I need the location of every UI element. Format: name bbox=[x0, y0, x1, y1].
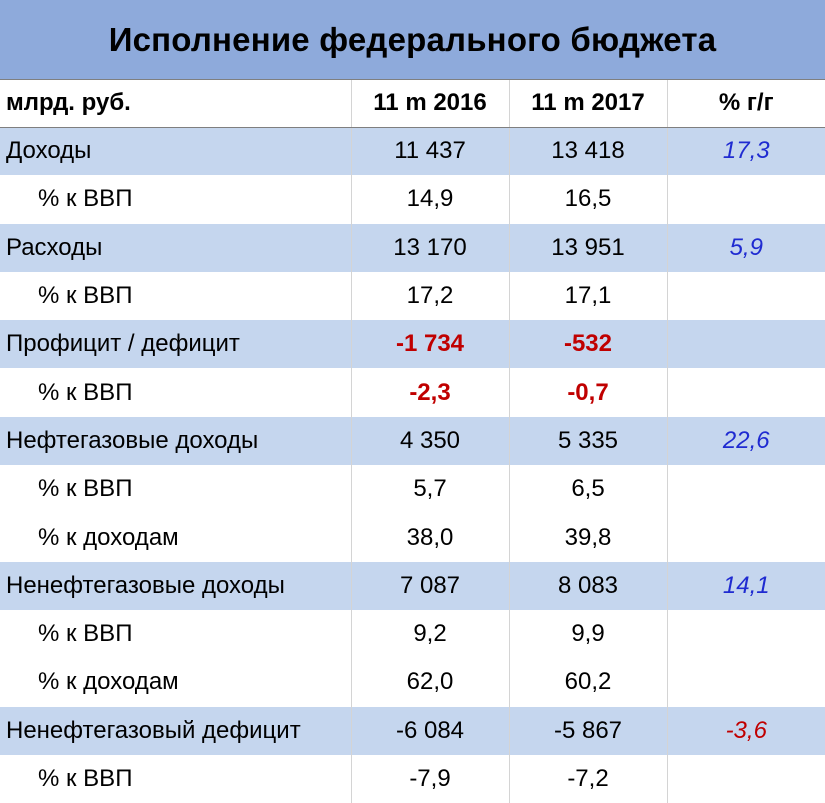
table-row: Ненефтегазовые доходы 7 087 8 083 14,1 bbox=[0, 561, 825, 610]
value-2017: -0,7 bbox=[508, 368, 667, 417]
value-yoy bbox=[666, 609, 825, 659]
value-2017: 8 083 bbox=[508, 561, 667, 610]
table-row: % к ВВП 14,9 16,5 bbox=[0, 175, 825, 224]
value-yoy: 5,9 bbox=[666, 223, 825, 272]
value-2017: 6,5 bbox=[508, 465, 667, 514]
value-2016: 38,0 bbox=[350, 513, 509, 562]
header-unit: млрд. руб. bbox=[0, 80, 351, 128]
value-2017: 16,5 bbox=[508, 175, 667, 224]
value-yoy: 14,1 bbox=[666, 561, 825, 610]
value-2016: 4 350 bbox=[350, 416, 509, 466]
value-2016: -6 084 bbox=[350, 706, 509, 755]
value-yoy: 17,3 bbox=[666, 127, 825, 176]
value-2017: 39,8 bbox=[508, 513, 667, 562]
value-2017: 13 418 bbox=[508, 127, 667, 176]
table-row: % к ВВП 9,2 9,9 bbox=[0, 609, 825, 659]
row-label: % к ВВП bbox=[0, 368, 351, 417]
row-label: % к ВВП bbox=[0, 465, 351, 514]
row-label: Доходы bbox=[0, 127, 351, 176]
value-2016: -7,9 bbox=[350, 754, 509, 803]
row-label: Профицит / дефицит bbox=[0, 320, 351, 369]
value-2017: -5 867 bbox=[508, 706, 667, 755]
row-label: % к ВВП bbox=[0, 609, 351, 659]
row-label: Ненефтегазовый дефицит bbox=[0, 706, 351, 755]
value-yoy bbox=[666, 175, 825, 224]
table-row: % к ВВП 5,7 6,5 bbox=[0, 465, 825, 514]
row-label: Нефтегазовые доходы bbox=[0, 416, 351, 466]
value-yoy: -3,6 bbox=[666, 706, 825, 755]
row-label: % к доходам bbox=[0, 658, 351, 707]
value-yoy bbox=[666, 658, 825, 707]
value-2017: 5 335 bbox=[508, 416, 667, 466]
header-row: млрд. руб. 11 m 2016 11 m 2017 % г/г bbox=[0, 80, 825, 128]
table-row: % к доходам 62,0 60,2 bbox=[0, 658, 825, 707]
value-2017: 9,9 bbox=[508, 609, 667, 659]
value-yoy bbox=[666, 320, 825, 369]
value-2016: 11 437 bbox=[350, 127, 509, 176]
budget-table: млрд. руб. 11 m 2016 11 m 2017 % г/г Дох… bbox=[0, 80, 825, 803]
value-2017: 60,2 bbox=[508, 658, 667, 707]
value-2017: -532 bbox=[508, 320, 667, 369]
value-2016: 9,2 bbox=[350, 609, 509, 659]
table-row: % к ВВП -7,9 -7,2 bbox=[0, 754, 825, 803]
value-2016: 17,2 bbox=[350, 271, 509, 321]
value-yoy bbox=[666, 271, 825, 321]
page-title: Исполнение федерального бюджета bbox=[108, 20, 717, 58]
title-bar: Исполнение федерального бюджета bbox=[0, 0, 825, 80]
value-2016: 13 170 bbox=[350, 223, 509, 272]
value-2016: 5,7 bbox=[350, 465, 509, 514]
header-col-2017: 11 m 2017 bbox=[508, 80, 667, 128]
value-2017: 13 951 bbox=[508, 223, 667, 272]
value-2016: 14,9 bbox=[350, 175, 509, 224]
row-label: Ненефтегазовые доходы bbox=[0, 561, 351, 610]
row-label: Расходы bbox=[0, 223, 351, 272]
value-yoy bbox=[666, 368, 825, 417]
value-2016: 7 087 bbox=[350, 561, 509, 610]
row-label: % к ВВП bbox=[0, 754, 351, 803]
row-label: % к доходам bbox=[0, 513, 351, 562]
row-label: % к ВВП bbox=[0, 271, 351, 321]
value-2016: -2,3 bbox=[350, 368, 509, 417]
value-yoy bbox=[666, 513, 825, 562]
header-col-2016: 11 m 2016 bbox=[350, 80, 509, 128]
value-2017: 17,1 bbox=[508, 271, 667, 321]
value-yoy bbox=[666, 465, 825, 514]
table-row: Расходы 13 170 13 951 5,9 bbox=[0, 223, 825, 272]
table-row: % к доходам 38,0 39,8 bbox=[0, 513, 825, 562]
table-row: % к ВВП -2,3 -0,7 bbox=[0, 368, 825, 417]
value-yoy bbox=[666, 754, 825, 803]
row-label: % к ВВП bbox=[0, 175, 351, 224]
value-2017: -7,2 bbox=[508, 754, 667, 803]
table-row: Нефтегазовые доходы 4 350 5 335 22,6 bbox=[0, 416, 825, 466]
value-2016: -1 734 bbox=[350, 320, 509, 369]
table-row: Доходы 11 437 13 418 17,3 bbox=[0, 127, 825, 176]
value-yoy: 22,6 bbox=[666, 416, 825, 466]
value-2016: 62,0 bbox=[350, 658, 509, 707]
table-row: Ненефтегазовый дефицит -6 084 -5 867 -3,… bbox=[0, 706, 825, 755]
header-col-yoy: % г/г bbox=[666, 80, 825, 128]
table-row: Профицит / дефицит -1 734 -532 bbox=[0, 320, 825, 369]
table-row: % к ВВП 17,2 17,1 bbox=[0, 271, 825, 321]
